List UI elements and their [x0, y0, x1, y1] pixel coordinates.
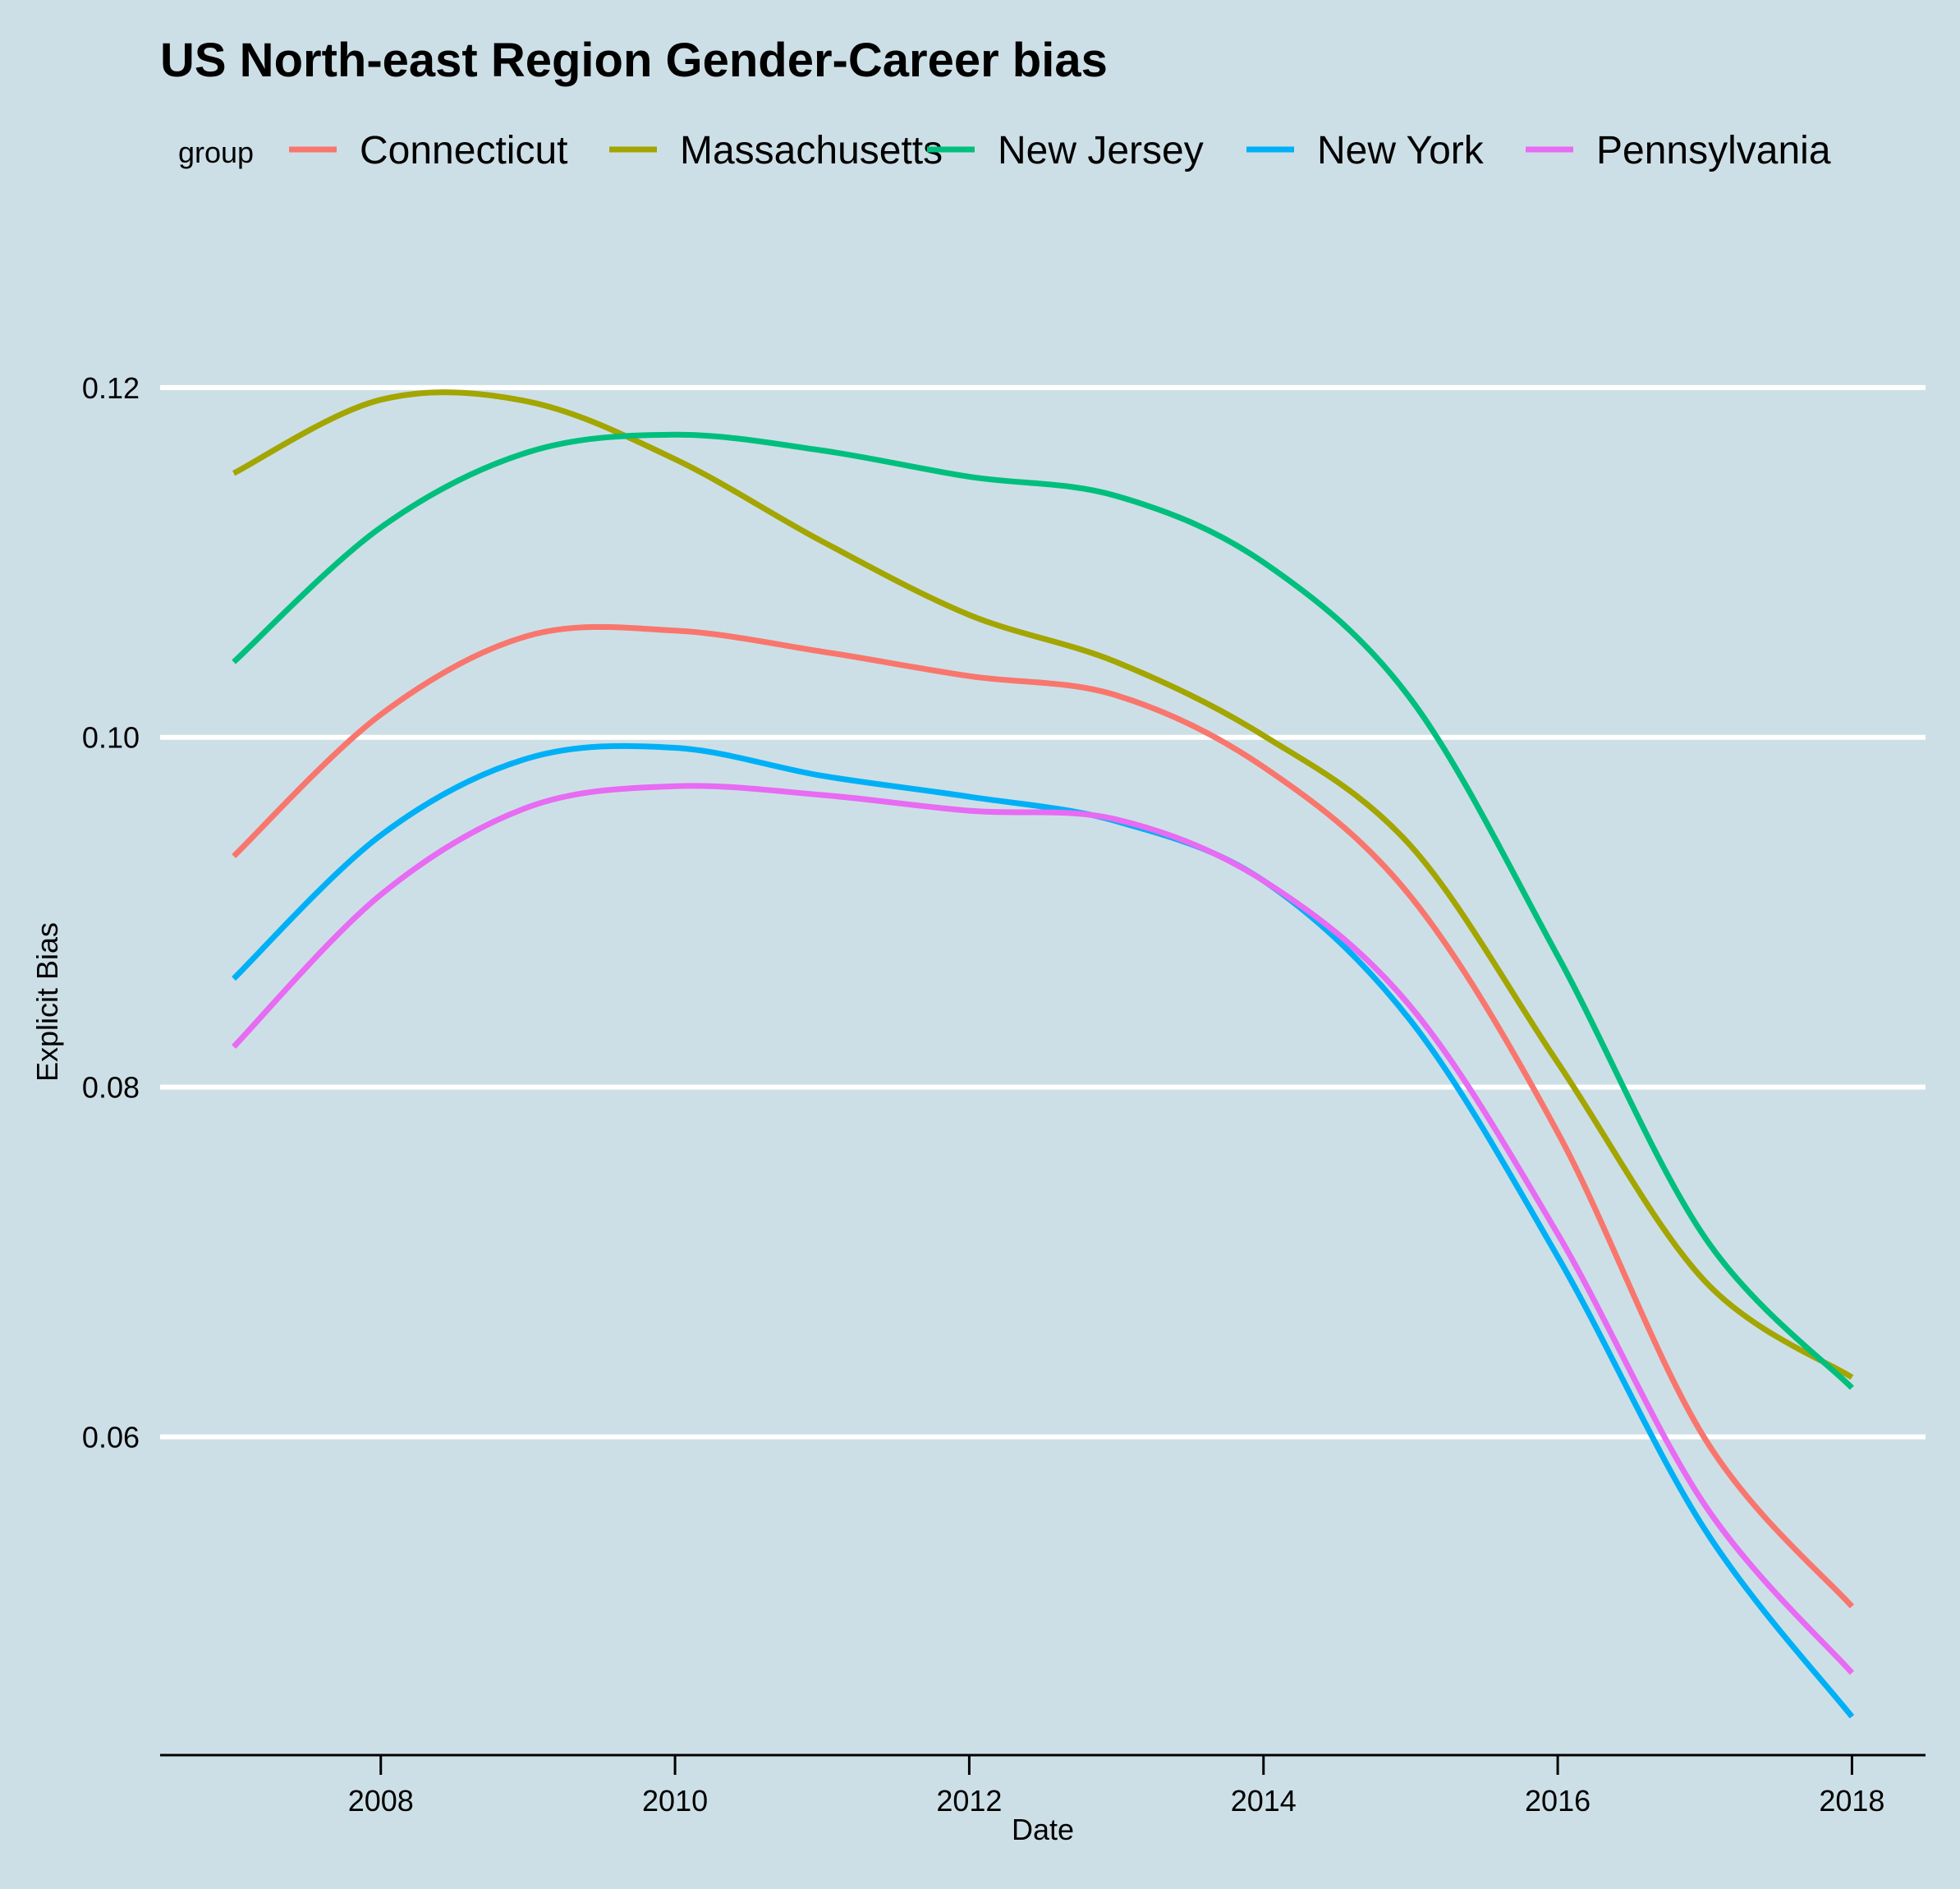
series-line-new-jersey [232, 431, 1854, 1390]
y-tick-label: 0.10 [82, 721, 140, 755]
legend-label-connecticut: Connecticut [360, 129, 567, 172]
x-tick-label: 2016 [1525, 1784, 1590, 1818]
y-tick-label: 0.12 [82, 371, 140, 405]
legend-label-massachusetts: Massachusetts [680, 129, 943, 172]
x-tick-label: 2014 [1231, 1784, 1297, 1818]
legend-label-new-york: New York [1317, 129, 1485, 172]
x-tick-label: 2008 [348, 1784, 414, 1818]
chart-title: US North-east Region Gender-Career bias [160, 34, 1108, 87]
series-line-pennsylvania [232, 783, 1855, 1675]
x-tick-label: 2010 [642, 1784, 708, 1818]
legend: group Connecticut Massachusetts New Jersey… [178, 129, 1831, 172]
series-line-massachusetts [232, 389, 1854, 1381]
x-axis-label: Date [1012, 1813, 1074, 1846]
series-lines [232, 389, 1855, 1719]
legend-label-new-jersey: New Jersey [998, 129, 1204, 172]
y-axis-label: Explicit Bias [30, 922, 64, 1082]
series-line-connecticut [232, 623, 1855, 1609]
legend-title: group [178, 136, 254, 169]
y-tick-label: 0.06 [82, 1420, 140, 1454]
axes: 0.06 0.08 0.10 0.12 2008 2010 2012 2014 2016 2018 [82, 371, 1926, 1818]
legend-label-pennsylvania: Pennsylvania [1596, 129, 1831, 172]
x-tick-label: 2018 [1819, 1784, 1884, 1818]
y-tick-label: 0.08 [82, 1071, 140, 1105]
gridlines [160, 384, 1926, 1440]
x-tick-label: 2012 [936, 1784, 1002, 1818]
